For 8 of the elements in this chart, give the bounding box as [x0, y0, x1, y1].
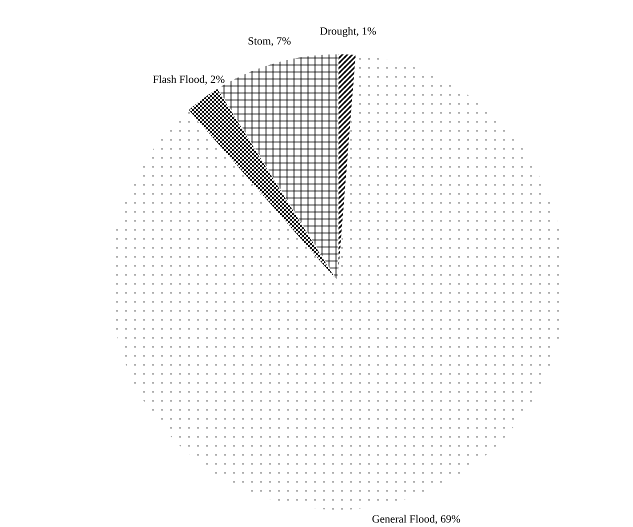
data-label: , 1% — [356, 27, 376, 36]
slice-label: Flash Flood — [153, 75, 205, 83]
data-label: , 69% — [435, 515, 460, 524]
slice-label: Drought — [320, 27, 356, 38]
data-label: , 2% — [205, 76, 224, 85]
data-label: , 7% — [271, 37, 291, 46]
slice-label: Stom — [248, 37, 271, 45]
slice-label: General Flood — [372, 514, 435, 523]
